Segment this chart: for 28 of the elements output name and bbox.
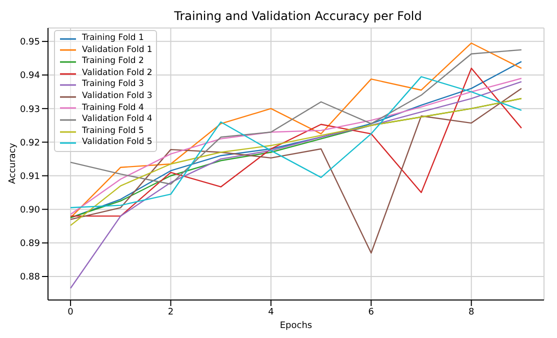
y-tick-label: 0.93	[20, 104, 40, 115]
line-series	[70, 88, 522, 254]
legend-label: Training Fold 5	[82, 126, 144, 138]
y-tick-label: 0.90	[20, 206, 40, 216]
legend-label: Validation Fold 4	[82, 114, 152, 126]
chart-title: Training and Validation Accuracy per Fold	[173, 8, 423, 24]
legend-label: Training Fold 4	[82, 102, 144, 114]
x-tick-label: 6	[368, 307, 374, 318]
line-series	[70, 81, 522, 289]
x-tick-label: 0	[68, 307, 74, 318]
y-tick-label: 0.94	[20, 71, 40, 82]
y-tick-label: 0.92	[20, 138, 40, 148]
legend-label: Validation Fold 5	[82, 137, 152, 149]
x-tick-label: 4	[268, 307, 274, 318]
y-tick-label: 0.88	[20, 272, 40, 283]
x-axis-title: Epochs	[280, 321, 312, 331]
legend-label: Training Fold 3	[82, 79, 144, 91]
y-axis-title: Accuracy	[8, 142, 18, 184]
y-tick-label: 0.95	[20, 38, 40, 48]
y-tick-label: 0.91	[20, 172, 40, 182]
legend-label: Validation Fold 3	[82, 90, 152, 103]
legend-label: Validation Fold 2	[82, 68, 152, 80]
legend-label: Training Fold 2	[82, 56, 144, 68]
legend-label: Training Fold 1	[82, 33, 144, 45]
x-tick-label: 2	[168, 307, 174, 318]
y-tick-label: 0.89	[20, 239, 40, 250]
x-tick-label: 8	[468, 307, 474, 318]
legend-label: Validation Fold 1	[82, 44, 152, 56]
